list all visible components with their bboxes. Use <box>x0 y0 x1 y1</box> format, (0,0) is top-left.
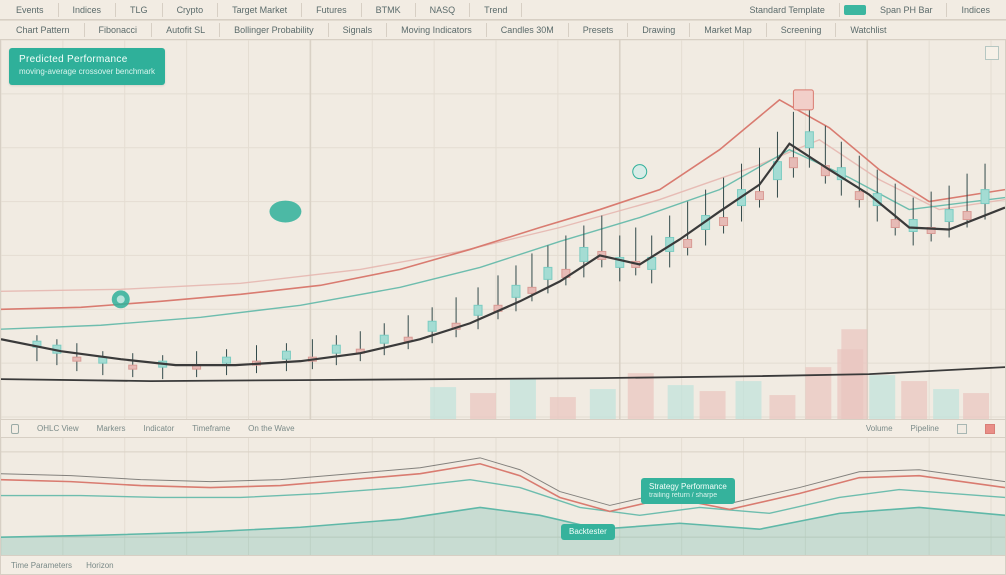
menubar-row-1: Events Indices TLG Crypto Target Market Futur… <box>0 0 1006 20</box>
menu-item[interactable]: Drawing <box>632 20 685 40</box>
menu-item[interactable]: Target Market <box>222 0 297 20</box>
indicator-badge-1-line-2: trailing return / sharpe <box>649 492 727 500</box>
subbar-handle-icon[interactable] <box>11 424 19 434</box>
accent-swatch <box>844 5 866 15</box>
indicator-badge-2-text: Backtester <box>569 527 607 536</box>
menu-item[interactable]: Presets <box>573 20 624 40</box>
status-bar: Time Parameters Horizon <box>0 556 1006 575</box>
menu-item[interactable]: Span PH Bar <box>870 0 943 20</box>
chart-subbar: OHLC View Markers Indicator Timeframe On the… <box>0 420 1006 438</box>
menu-item[interactable]: Indices <box>63 0 112 20</box>
menubar-row-2: Chart Pattern Fibonacci Autofit SL Bollinge… <box>0 20 1006 40</box>
menu-item[interactable]: Moving Indicators <box>391 20 482 40</box>
candlestick-chart[interactable] <box>1 40 1005 419</box>
menu-item[interactable]: Futures <box>306 0 357 20</box>
menu-item[interactable]: Screening <box>771 20 832 40</box>
subbar-item[interactable]: Volume <box>866 424 893 433</box>
chart-legend-badge: Predicted Performance moving-average cro… <box>9 48 165 85</box>
menu-item[interactable]: Watchlist <box>840 20 896 40</box>
legend-line-2: moving-average crossover benchmark <box>19 67 155 77</box>
menu-item[interactable]: Standard Template <box>740 0 835 20</box>
status-item: Time Parameters <box>11 561 72 570</box>
indicator-badge-1: Strategy Performance trailing return / s… <box>641 478 735 504</box>
menu-item[interactable]: Indices <box>951 0 1000 20</box>
status-item: Horizon <box>86 561 114 570</box>
menu-item[interactable]: Candles 30M <box>491 20 564 40</box>
menu-item[interactable]: BTMK <box>366 0 411 20</box>
indicator-chart[interactable] <box>1 438 1005 555</box>
subbar-item[interactable]: Markers <box>97 424 126 433</box>
menu-item[interactable]: Autofit SL <box>156 20 215 40</box>
indicator-panel[interactable]: Strategy Performance trailing return / s… <box>0 438 1006 556</box>
indicator-badge-1-line-1: Strategy Performance <box>649 482 727 492</box>
menu-item[interactable]: Trend <box>474 0 517 20</box>
indicator-badge-2: Backtester <box>561 524 615 540</box>
subbar-item[interactable]: Indicator <box>144 424 175 433</box>
legend-line-1: Predicted Performance <box>19 54 155 67</box>
menu-item[interactable]: Chart Pattern <box>6 20 80 40</box>
subbar-item[interactable]: On the Wave <box>248 424 294 433</box>
menu-item[interactable]: Signals <box>333 20 383 40</box>
main-chart[interactable]: Predicted Performance moving-average cro… <box>0 40 1006 420</box>
subbar-item[interactable]: Pipeline <box>911 424 939 433</box>
menu-item[interactable]: Fibonacci <box>89 20 148 40</box>
subbar-item[interactable]: OHLC View <box>37 424 79 433</box>
subbar-item[interactable]: Timeframe <box>192 424 230 433</box>
subbar-box-button[interactable] <box>957 424 967 434</box>
subbar-record-button[interactable] <box>985 424 995 434</box>
menu-item[interactable]: NASQ <box>420 0 466 20</box>
menu-item[interactable]: Bollinger Probability <box>224 20 324 40</box>
menu-item[interactable]: TLG <box>120 0 158 20</box>
expand-chart-button[interactable] <box>985 46 999 60</box>
menu-item[interactable]: Market Map <box>694 20 762 40</box>
menu-item[interactable]: Events <box>6 0 54 20</box>
menu-item[interactable]: Crypto <box>167 0 214 20</box>
